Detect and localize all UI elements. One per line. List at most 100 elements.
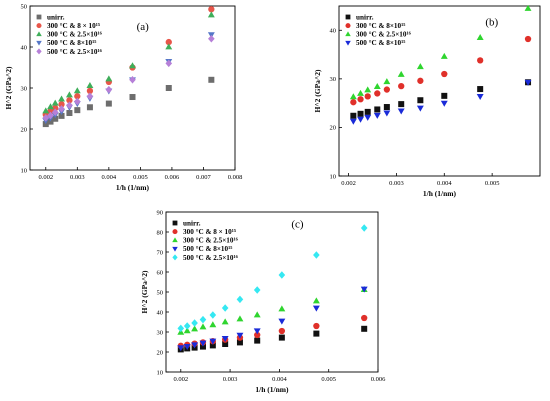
legend-label: 300 °C & 8 × 10¹⁵ xyxy=(47,22,100,30)
data-point xyxy=(383,104,390,111)
y-tick-label: 30 xyxy=(157,329,164,336)
data-point xyxy=(441,92,448,99)
data-point xyxy=(199,323,207,330)
legend-label: unirr. xyxy=(47,13,65,21)
data-point xyxy=(357,116,364,123)
y-axis-label: H^2 (GPa^2) xyxy=(313,69,322,113)
data-point xyxy=(74,107,81,114)
data-point xyxy=(278,271,286,279)
data-point xyxy=(209,338,217,345)
data-point xyxy=(278,327,286,335)
legend-marker xyxy=(36,14,42,20)
x-tick-label: 0.004 xyxy=(272,376,287,383)
data-point xyxy=(199,315,207,324)
data-point xyxy=(66,101,73,109)
data-point xyxy=(236,332,244,339)
data-point xyxy=(476,93,484,100)
data-point xyxy=(278,334,285,341)
data-point xyxy=(253,286,261,294)
data-point xyxy=(360,224,368,232)
data-point xyxy=(47,103,54,110)
legend-marker xyxy=(36,31,42,37)
data-point xyxy=(165,43,173,50)
data-point xyxy=(221,336,229,342)
legend-label: 300 °C & 2.5×10¹⁶ xyxy=(356,31,412,39)
data-point xyxy=(476,33,484,40)
data-point xyxy=(397,108,405,115)
data-point xyxy=(47,118,54,125)
data-point xyxy=(66,110,73,117)
data-point xyxy=(278,305,286,312)
data-point xyxy=(397,70,405,77)
data-point xyxy=(312,297,320,304)
data-point xyxy=(312,305,320,312)
series-1 xyxy=(42,76,215,128)
data-point xyxy=(51,99,59,106)
x-tick-label: 0.004 xyxy=(102,174,117,181)
series-3 xyxy=(177,286,368,335)
data-point xyxy=(364,86,372,93)
y-tick-label: 40 xyxy=(21,44,28,51)
legend-label: 500 °C & 2.5×10¹⁶ xyxy=(47,48,103,56)
legend-marker xyxy=(172,220,178,226)
data-point xyxy=(165,59,173,68)
data-point xyxy=(361,314,368,322)
data-point xyxy=(209,311,217,319)
data-point xyxy=(477,57,484,64)
series-5 xyxy=(42,35,215,122)
data-point xyxy=(350,99,357,106)
series-3 xyxy=(349,4,532,100)
data-point xyxy=(383,86,391,93)
data-point xyxy=(66,97,73,104)
data-point xyxy=(73,87,81,94)
data-point xyxy=(51,108,59,116)
data-point xyxy=(441,70,448,78)
data-point xyxy=(86,81,94,88)
legend-label: unirr. xyxy=(183,219,201,227)
series-1 xyxy=(350,79,532,119)
data-point xyxy=(236,315,244,322)
legend-marker xyxy=(36,48,42,55)
legend-label: 300 °C & 2.5×10¹⁶ xyxy=(47,31,103,39)
data-point xyxy=(129,76,136,84)
chart-panel-1: 0.002 0.003 0.004 0.005 0.006 0.007 0.008 10 20 3… xyxy=(4,3,242,192)
series-4 xyxy=(349,79,532,125)
legend-marker xyxy=(172,254,178,261)
data-point xyxy=(364,108,371,115)
legend-marker xyxy=(172,246,178,252)
data-point xyxy=(364,93,371,100)
y-tick-label: 80 xyxy=(157,229,164,236)
y-tick-label: 40 xyxy=(330,28,337,35)
series-2 xyxy=(177,314,368,349)
data-point xyxy=(254,337,261,344)
x-axis-label: 1/h (1/nm) xyxy=(116,183,150,192)
data-point xyxy=(440,100,448,107)
y-tick-label: 60 xyxy=(157,269,164,276)
data-point xyxy=(47,111,54,120)
data-point xyxy=(357,89,364,96)
data-point xyxy=(74,97,81,106)
data-point xyxy=(209,342,216,349)
data-point xyxy=(165,38,172,46)
legend-marker xyxy=(172,229,178,235)
series-1 xyxy=(177,325,368,353)
legend-marker xyxy=(345,14,351,20)
data-point xyxy=(191,325,199,332)
data-point xyxy=(42,107,50,114)
x-tick-label: 0.002 xyxy=(173,376,188,383)
y-tick-label: 10 xyxy=(330,173,337,180)
x-tick-label: 0.002 xyxy=(341,180,356,187)
x-tick-label: 0.008 xyxy=(228,174,243,181)
data-point xyxy=(42,114,50,122)
x-tick-label: 0.005 xyxy=(133,174,148,181)
data-point xyxy=(52,115,59,122)
x-tick-label: 0.006 xyxy=(165,174,180,181)
x-tick-label: 0.007 xyxy=(196,174,211,181)
x-tick-label: 0.003 xyxy=(70,174,85,181)
y-tick-label: 20 xyxy=(330,125,337,132)
data-point xyxy=(86,87,94,95)
y-tick-label: 20 xyxy=(21,126,28,133)
data-point xyxy=(364,114,372,121)
